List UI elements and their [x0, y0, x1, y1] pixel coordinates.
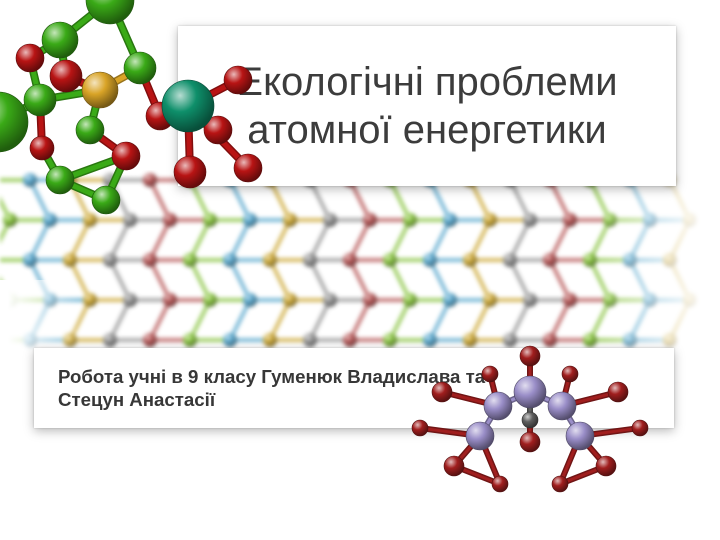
title-line2: атомної енергетики — [247, 108, 607, 152]
subtitle-card: Робота учні в 9 класу Гуменюк Владислава… — [34, 348, 674, 428]
slide: Екологічні проблеми атомної енергетики Р… — [0, 0, 720, 540]
title-card: Екологічні проблеми атомної енергетики — [178, 26, 676, 186]
title-line1: Екологічні проблеми — [236, 60, 617, 104]
subtitle-text: Робота учні в 9 класу Гуменюк Владислава… — [58, 365, 538, 412]
slide-title: Екологічні проблеми атомної енергетики — [236, 58, 617, 154]
